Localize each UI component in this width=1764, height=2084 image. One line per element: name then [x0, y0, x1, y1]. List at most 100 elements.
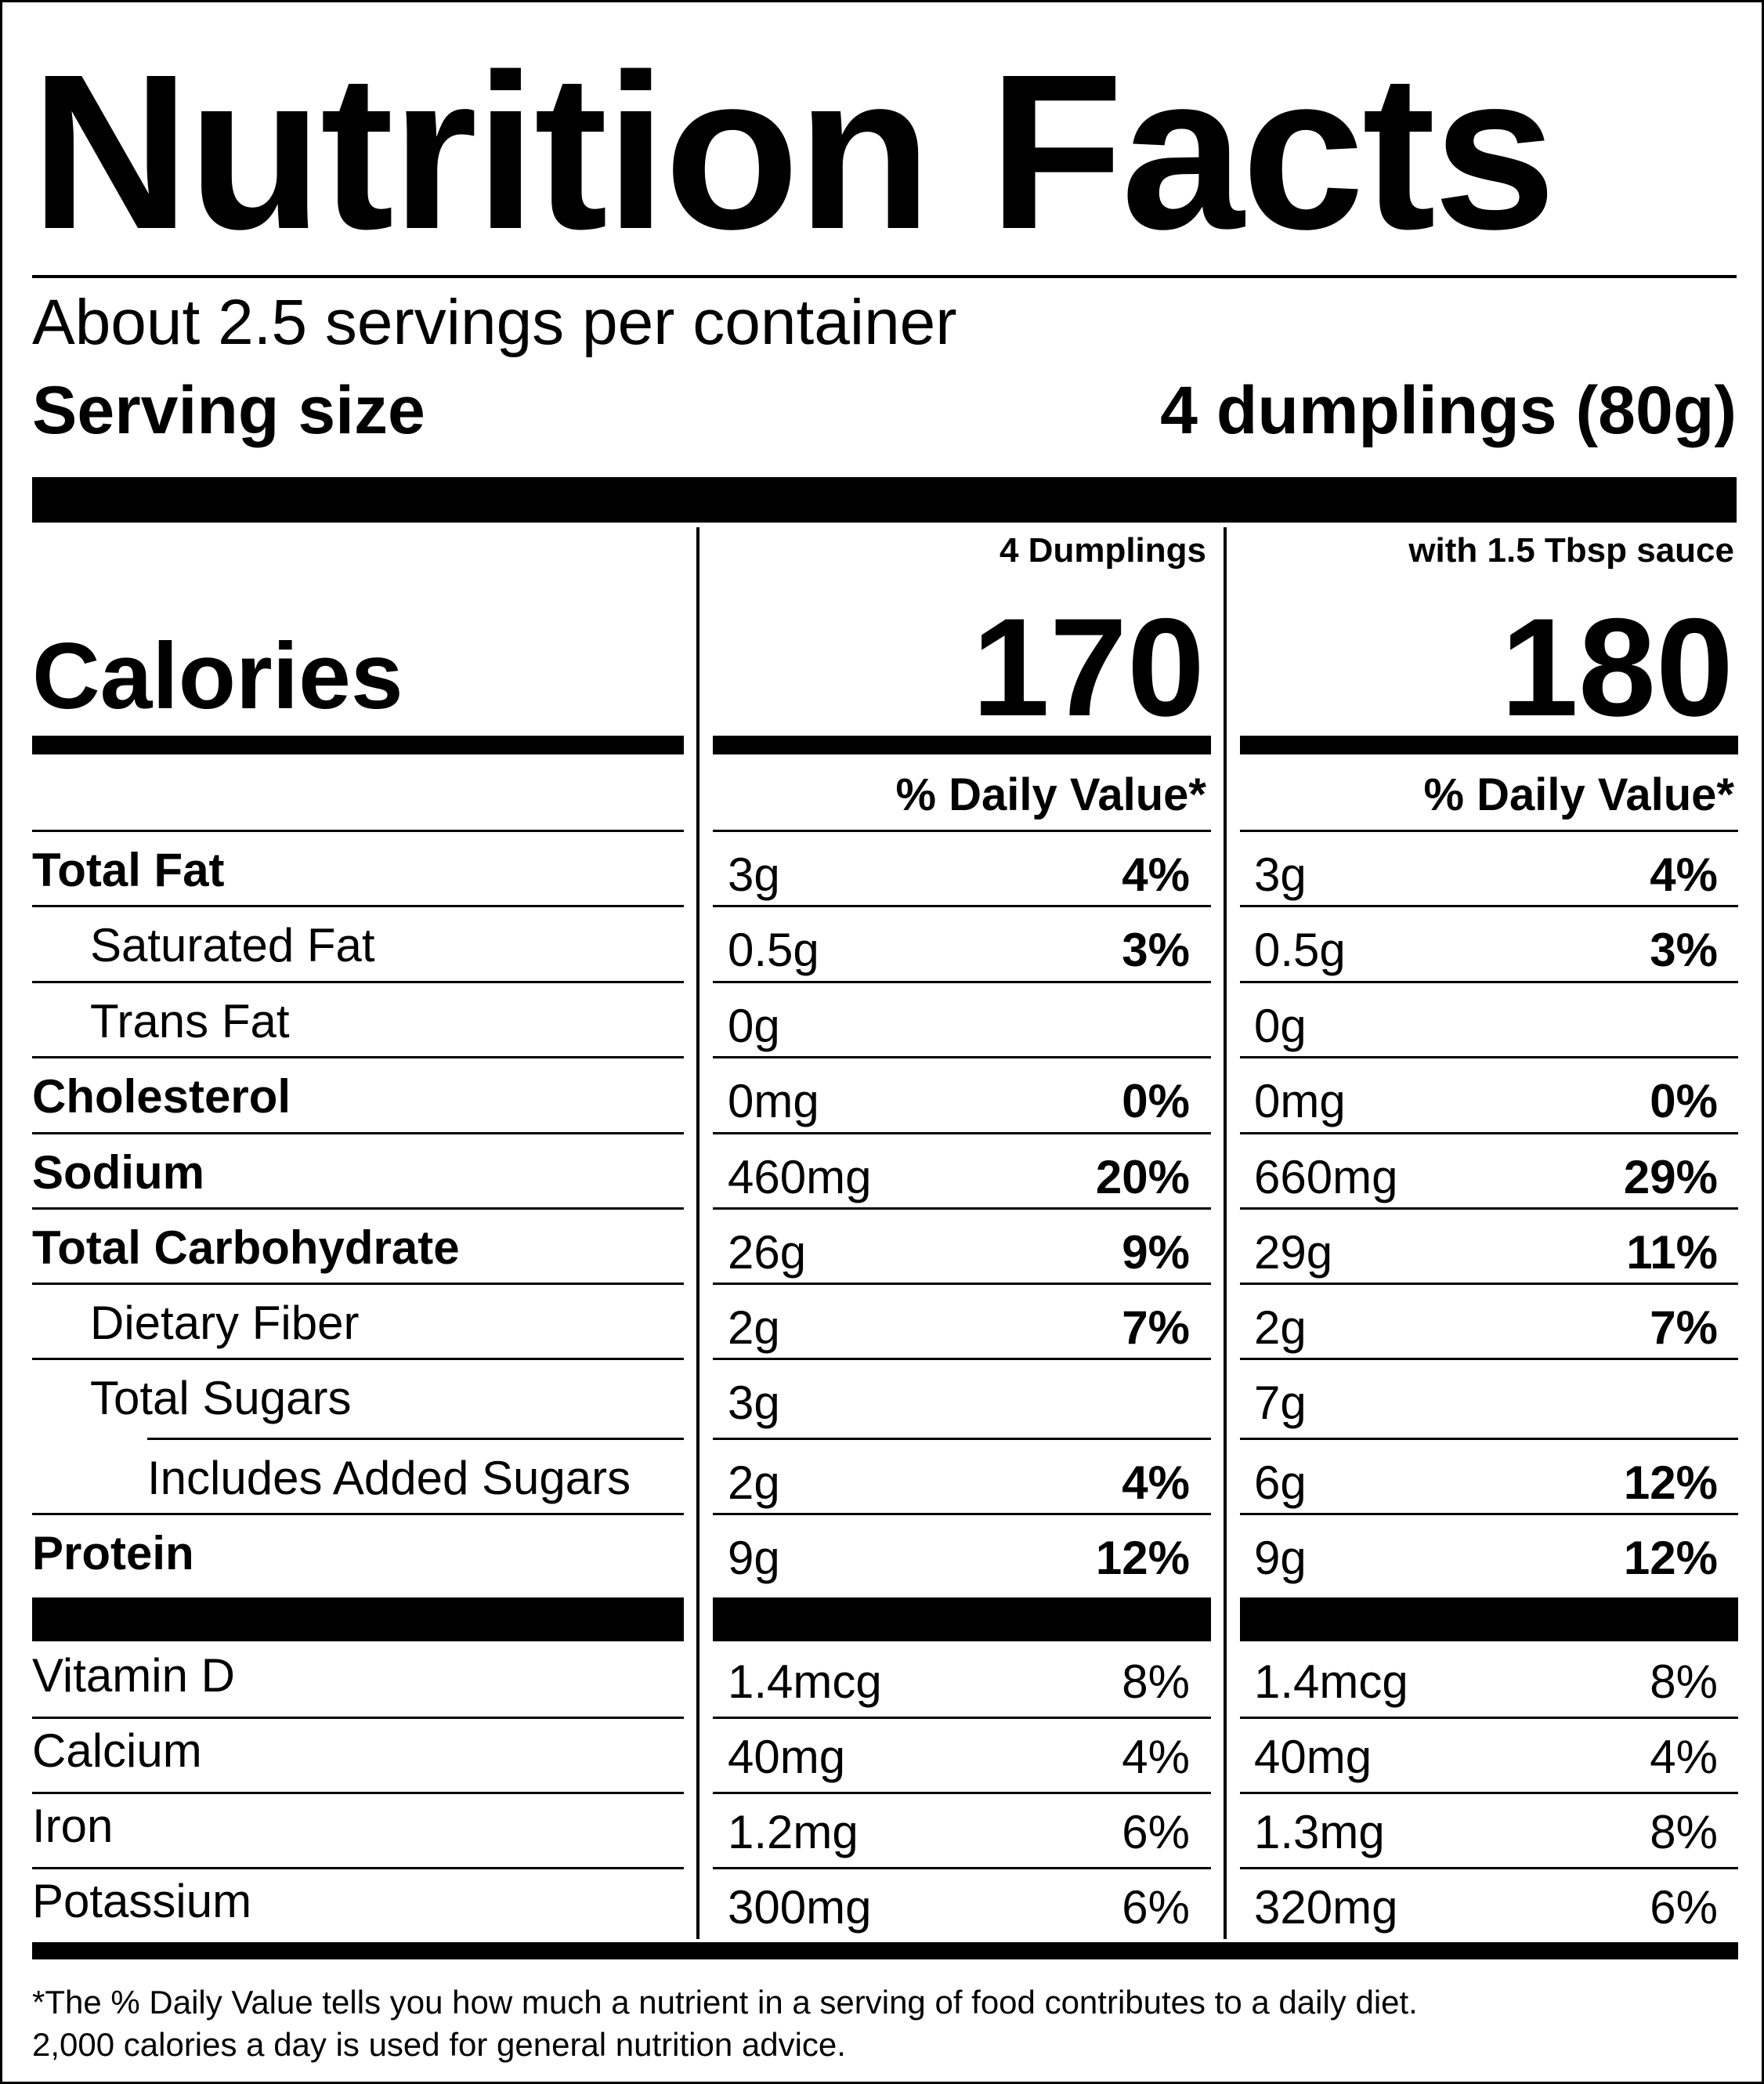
row-divider [1240, 1513, 1738, 1515]
vitamin-dv-col1: 6% [1122, 1806, 1190, 1858]
nutrient-name: Total Fat [32, 844, 225, 896]
nutrient-amount-col2: 660mg [1254, 1151, 1398, 1203]
vitamin-dv-col2: 6% [1650, 1881, 1718, 1934]
nutrient-dv-col2: 12% [1623, 1532, 1718, 1584]
vitamin-amount-col1: 1.2mg [728, 1806, 859, 1858]
nutrient-dv-col2: 0% [1650, 1075, 1718, 1127]
nutrient-dv-col1: 4% [1122, 1456, 1190, 1509]
nutrient-amount-col1: 2g [728, 1456, 780, 1509]
nutrient-dv-col1: 4% [1122, 848, 1190, 901]
nutrient-amount-col1: 0.5g [728, 924, 819, 976]
vitamin-amount-col1: 1.4mcg [728, 1655, 882, 1708]
nutrient-amount-col1: 2g [728, 1301, 780, 1354]
row-divider [713, 905, 1211, 907]
nutrient-dv-col1: 12% [1095, 1532, 1190, 1584]
daily-value-header-1: % Daily Value* [895, 769, 1206, 820]
nutrient-dv-col1: 3% [1122, 924, 1190, 976]
nutrient-name: Trans Fat [90, 995, 290, 1047]
row-divider [713, 1358, 1211, 1360]
row-divider [1240, 1867, 1738, 1869]
nutrient-amount-col2: 3g [1254, 848, 1307, 901]
servings-per-container: About 2.5 servings per container [32, 287, 957, 358]
serving-thick-bar [32, 477, 1737, 523]
row-divider [1240, 981, 1738, 983]
vitamin-name: Iron [32, 1800, 114, 1852]
vitamin-dv-col2: 4% [1650, 1731, 1718, 1783]
label-title: Nutrition Facts [31, 28, 1556, 275]
nutrient-amount-col2: 6g [1254, 1456, 1307, 1509]
nutrient-dv-col1: 9% [1122, 1226, 1190, 1279]
title-divider [32, 275, 1737, 278]
row-divider [32, 1792, 684, 1794]
calories-value-2: 180 [1501, 589, 1733, 745]
nutrient-amount-col2: 29g [1254, 1226, 1333, 1279]
calories-bar-label [32, 736, 684, 754]
vitamin-amount-col1: 40mg [728, 1731, 846, 1783]
vitamin-amount-col2: 1.3mg [1254, 1806, 1385, 1858]
nutrient-amount-col2: 0mg [1254, 1075, 1346, 1127]
nutrient-name: Protein [32, 1527, 194, 1579]
protein-thick-bar [32, 1597, 684, 1641]
row-divider [32, 1283, 684, 1285]
row-divider [32, 830, 684, 832]
nutrient-amount-col1: 0g [728, 1000, 780, 1052]
footnote-line-2: 2,000 calories a day is used for general… [32, 2026, 846, 2063]
nutrient-amount-col2: 7g [1254, 1377, 1307, 1429]
vitamin-name: Vitamin D [32, 1649, 235, 1702]
row-divider [713, 1056, 1211, 1058]
protein-thick-bar [1240, 1597, 1738, 1641]
calories-bar-col2 [1240, 736, 1738, 754]
vitamin-amount-col1: 300mg [728, 1881, 872, 1934]
vitamin-amount-col2: 40mg [1254, 1731, 1372, 1783]
nutrient-name: Total Sugars [90, 1372, 352, 1424]
column-divider-1 [696, 527, 699, 1939]
calories-value-1: 170 [972, 589, 1205, 745]
row-divider [713, 830, 1211, 832]
row-divider [32, 1056, 684, 1058]
column-divider-2 [1224, 527, 1227, 1939]
row-divider [32, 1132, 684, 1134]
nutrient-dv-col1: 7% [1122, 1301, 1190, 1354]
nutrient-amount-col1: 9g [728, 1532, 780, 1584]
nutrient-amount-col1: 0mg [728, 1075, 819, 1127]
row-divider [713, 1792, 1211, 1794]
vitamin-dv-col1: 4% [1122, 1731, 1190, 1783]
row-divider [32, 1358, 684, 1360]
row-divider [713, 981, 1211, 983]
nutrient-name: Sodium [32, 1146, 204, 1199]
nutrient-dv-col2: 3% [1650, 924, 1718, 976]
row-divider [32, 905, 684, 907]
nutrient-dv-col2: 4% [1650, 848, 1718, 901]
nutrient-amount-col1: 3g [728, 1377, 780, 1429]
nutrient-amount-col2: 2g [1254, 1301, 1307, 1354]
nutrient-dv-col1: 20% [1095, 1151, 1190, 1203]
protein-thick-bar [713, 1597, 1211, 1641]
serving-size-value: 4 dumplings (80g) [1160, 373, 1737, 448]
row-divider [1240, 905, 1738, 907]
nutrient-amount-col2: 0.5g [1254, 924, 1346, 976]
row-divider [32, 1867, 684, 1869]
nutrient-amount-col2: 9g [1254, 1532, 1307, 1584]
vitamin-amount-col2: 320mg [1254, 1881, 1398, 1934]
row-divider [1240, 1056, 1738, 1058]
nutrient-amount-col2: 0g [1254, 1000, 1307, 1052]
nutrient-dv-col2: 29% [1623, 1151, 1718, 1203]
nutrient-name: Cholesterol [32, 1070, 291, 1123]
calories-label: Calories [32, 624, 403, 729]
vitamin-dv-col1: 6% [1122, 1881, 1190, 1934]
nutrient-name: Saturated Fat [90, 919, 375, 971]
nutrient-amount-col1: 3g [728, 848, 780, 901]
vitamin-dv-col2: 8% [1650, 1655, 1718, 1708]
row-divider [713, 1207, 1211, 1210]
nutrient-name: Dietary Fiber [90, 1297, 360, 1349]
row-divider [713, 1438, 1211, 1440]
row-divider [1240, 1717, 1738, 1719]
row-divider [32, 981, 684, 983]
nutrient-dv-col2: 11% [1626, 1226, 1718, 1279]
nutrient-amount-col1: 460mg [728, 1151, 872, 1203]
nutrient-dv-col1: 0% [1122, 1075, 1190, 1127]
column-header-1: 4 Dumplings [999, 531, 1206, 570]
row-divider [147, 1438, 684, 1440]
row-divider [713, 1283, 1211, 1285]
